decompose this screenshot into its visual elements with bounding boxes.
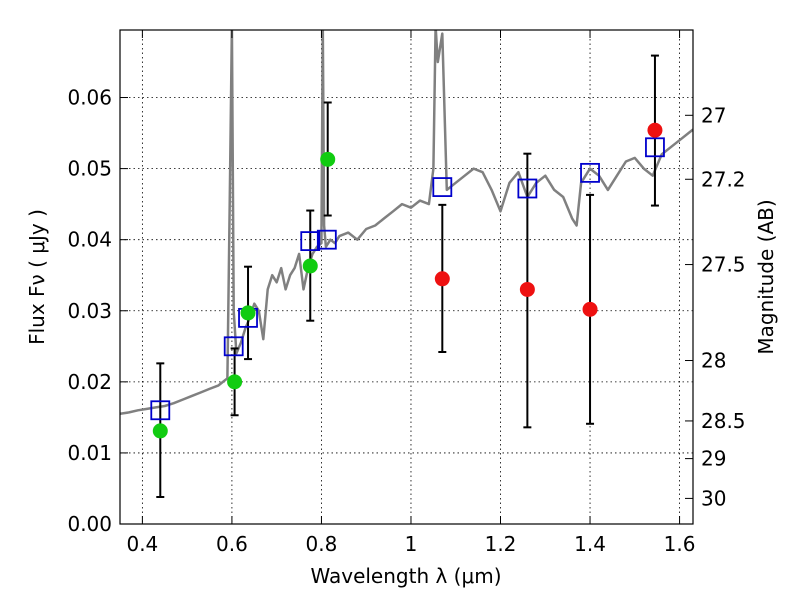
y2-axis-title: Magnitude (AB) bbox=[754, 199, 778, 354]
model-photometry-square bbox=[150, 400, 171, 421]
observed-optical-point bbox=[302, 258, 318, 274]
observed-photometry-circles bbox=[152, 122, 663, 439]
observed-optical-point bbox=[227, 374, 243, 390]
model-photometry-square bbox=[223, 336, 244, 357]
y-tick-label: 0.02 bbox=[67, 370, 112, 394]
y-tick-label: 0.00 bbox=[67, 512, 112, 536]
x-axis-title: Wavelength λ (μm) bbox=[310, 564, 501, 588]
y2-tick-label: 28 bbox=[701, 349, 726, 373]
y-axis-ticks: 0.00 0.01 0.02 0.03 0.04 0.05 0.06 bbox=[67, 86, 128, 536]
x-tick-label: 0.6 bbox=[216, 532, 248, 556]
observed-nir-point bbox=[582, 301, 598, 317]
x-tick-label: 0.4 bbox=[126, 532, 158, 556]
x-tick-label: 0.8 bbox=[306, 532, 338, 556]
y-tick-label: 0.01 bbox=[67, 441, 112, 465]
observed-optical-point bbox=[320, 151, 336, 167]
y2-tick-label: 30 bbox=[701, 486, 726, 510]
y-tick-label: 0.04 bbox=[67, 228, 112, 252]
y-tick-label: 0.06 bbox=[67, 86, 112, 110]
model-photometry-square bbox=[316, 229, 337, 250]
y2-tick-label: 27.5 bbox=[701, 253, 746, 277]
x-axis-ticks: 0.4 0.6 0.8 1 1.2 1.4 1.6 bbox=[126, 30, 695, 556]
model-photometry-square bbox=[300, 231, 321, 252]
observed-nir-point bbox=[434, 271, 450, 287]
observed-nir-point bbox=[519, 281, 535, 297]
y2-tick-label: 27 bbox=[701, 103, 726, 127]
sed-model-curve bbox=[120, 30, 693, 416]
grid bbox=[120, 30, 693, 525]
y2-axis-ticks: 27 27.2 27.5 28 28.5 29 30 bbox=[685, 103, 746, 510]
model-photometry-square bbox=[645, 137, 665, 158]
y2-tick-label: 29 bbox=[701, 447, 726, 471]
plot-frame bbox=[119, 29, 694, 525]
x-tick-label: 1.2 bbox=[485, 532, 517, 556]
y-tick-label: 0.03 bbox=[67, 299, 112, 323]
plot-area bbox=[120, 30, 693, 498]
x-tick-label: 1 bbox=[405, 532, 418, 556]
observed-optical-point bbox=[152, 423, 168, 439]
observed-nir-point bbox=[647, 122, 663, 138]
model-photometry-square bbox=[580, 162, 600, 183]
y2-tick-label: 28.5 bbox=[701, 409, 746, 433]
x-tick-label: 1.4 bbox=[574, 532, 606, 556]
model-photometry-square bbox=[432, 177, 453, 197]
model-photometry-squares bbox=[150, 137, 665, 421]
observed-optical-point bbox=[240, 305, 256, 321]
model-photometry-square bbox=[517, 178, 538, 199]
y-tick-label: 0.05 bbox=[67, 157, 112, 181]
x-tick-label: 1.6 bbox=[664, 532, 696, 556]
y-axis-title: Flux Fν ( μJy ) bbox=[25, 209, 49, 345]
y2-tick-label: 27.2 bbox=[701, 167, 746, 191]
sed-model-line bbox=[120, 30, 693, 416]
